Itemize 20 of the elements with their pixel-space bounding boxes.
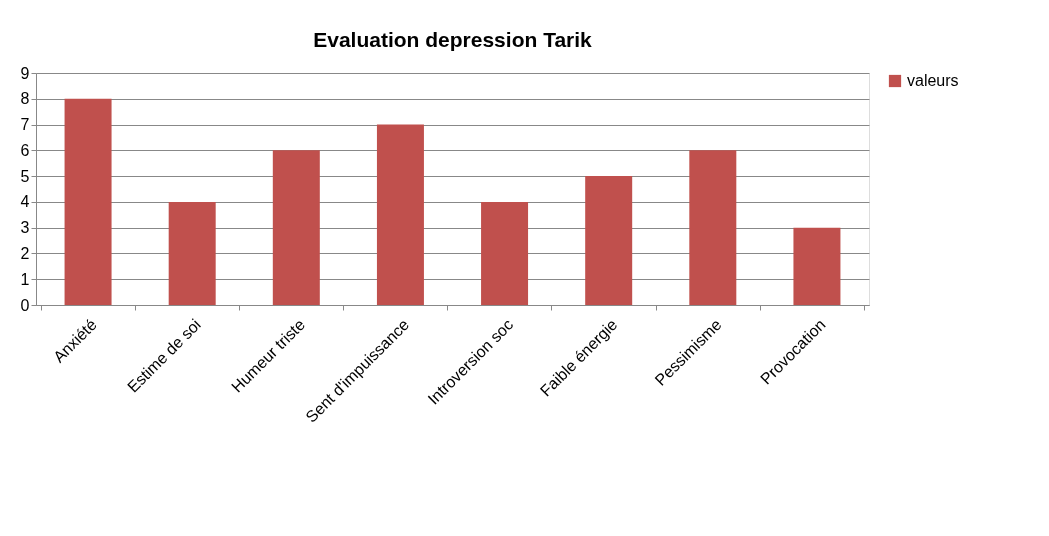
bar — [272, 150, 320, 305]
y-tick-label: 8 — [20, 90, 30, 108]
y-tick-label: 7 — [20, 116, 30, 134]
y-tick-label: 6 — [20, 141, 30, 159]
y-tick-label: 1 — [20, 270, 30, 288]
bar — [793, 227, 841, 305]
bar — [376, 124, 424, 305]
bar — [585, 176, 633, 305]
y-tick-label: 4 — [20, 193, 30, 211]
y-tick-label: 5 — [20, 167, 30, 185]
y-tick-label: 9 — [20, 64, 30, 82]
bar — [481, 201, 529, 305]
y-tick-label: 2 — [20, 244, 30, 262]
y-tick-label: 0 — [20, 296, 30, 314]
chart-title: Evaluation depression Tarik — [313, 28, 593, 51]
bar — [689, 150, 737, 305]
y-tick-label: 3 — [20, 219, 30, 237]
bar — [168, 201, 216, 305]
legend-label: valeurs — [907, 72, 959, 89]
bar — [64, 98, 112, 305]
